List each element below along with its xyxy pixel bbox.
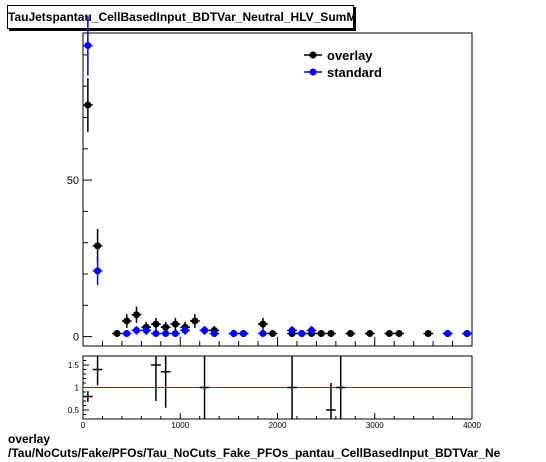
series-standard xyxy=(83,15,472,337)
ratio-x-tick-label: 4000 xyxy=(463,421,481,430)
legend: overlay standard xyxy=(304,48,382,80)
data-point xyxy=(132,326,140,334)
data-point xyxy=(463,329,471,337)
data-point xyxy=(366,329,374,337)
ratio-y-tick-label: 1.5 xyxy=(68,361,80,370)
data-point xyxy=(346,329,354,337)
data-point xyxy=(201,326,209,334)
chart-title: TauJetspantau_CellBasedInput_BDTVar_Neut… xyxy=(8,10,357,24)
footer-line-2: /Tau/NoCuts/Fake/PFOs/Tau_NoCuts_Fake_PF… xyxy=(8,446,501,460)
legend-marker xyxy=(309,68,317,76)
data-point xyxy=(298,329,306,337)
ratio-x-tick-label: 1000 xyxy=(171,421,189,430)
data-point xyxy=(327,329,335,337)
data-point xyxy=(152,329,160,337)
data-point xyxy=(269,329,277,337)
data-point xyxy=(230,329,238,337)
data-point xyxy=(385,329,393,337)
legend-label: standard xyxy=(327,65,382,80)
data-point xyxy=(132,311,140,319)
ratio-series-layer xyxy=(83,356,472,419)
data-point xyxy=(395,329,403,337)
footer-line-1: overlay xyxy=(8,432,51,446)
data-point xyxy=(171,320,179,328)
data-point xyxy=(191,317,199,325)
main-series-layer xyxy=(83,15,472,337)
series-overlay xyxy=(83,78,472,337)
data-point xyxy=(181,326,189,334)
data-point xyxy=(123,317,131,325)
data-point xyxy=(162,323,170,331)
data-point xyxy=(444,329,452,337)
data-point xyxy=(142,326,150,334)
legend-marker xyxy=(309,51,317,59)
data-point xyxy=(94,242,102,250)
ratio-axes: 0 1000 2000 3000 4000 0.5 1 1.5 xyxy=(68,360,481,430)
data-point xyxy=(239,329,247,337)
main-axes: 0 50 xyxy=(67,54,473,346)
ratio-y-tick-label: 0.5 xyxy=(68,406,80,415)
data-point xyxy=(84,42,92,50)
y-tick-label: 50 xyxy=(67,175,79,187)
data-point xyxy=(113,329,121,337)
legend-label: overlay xyxy=(327,48,373,63)
ratio-x-tick-label: 0 xyxy=(81,421,86,430)
main-frame xyxy=(82,32,473,347)
data-point xyxy=(94,267,102,275)
data-point xyxy=(424,329,432,337)
data-point xyxy=(210,329,218,337)
ratio-x-tick-label: 2000 xyxy=(269,421,287,430)
data-point xyxy=(308,326,316,334)
title-box: TauJetspantau_CellBasedInput_BDTVar_Neut… xyxy=(7,5,357,29)
ratio-y-tick-label: 1 xyxy=(75,384,80,393)
data-point xyxy=(162,329,170,337)
data-point xyxy=(317,329,325,337)
data-point xyxy=(259,320,267,328)
data-point xyxy=(123,329,131,337)
ratio-x-tick-label: 3000 xyxy=(366,421,384,430)
y-tick-label: 0 xyxy=(73,332,79,344)
data-point xyxy=(84,101,92,109)
data-point xyxy=(259,329,267,337)
data-point xyxy=(171,329,179,337)
data-point xyxy=(152,320,160,328)
data-point xyxy=(288,326,296,334)
